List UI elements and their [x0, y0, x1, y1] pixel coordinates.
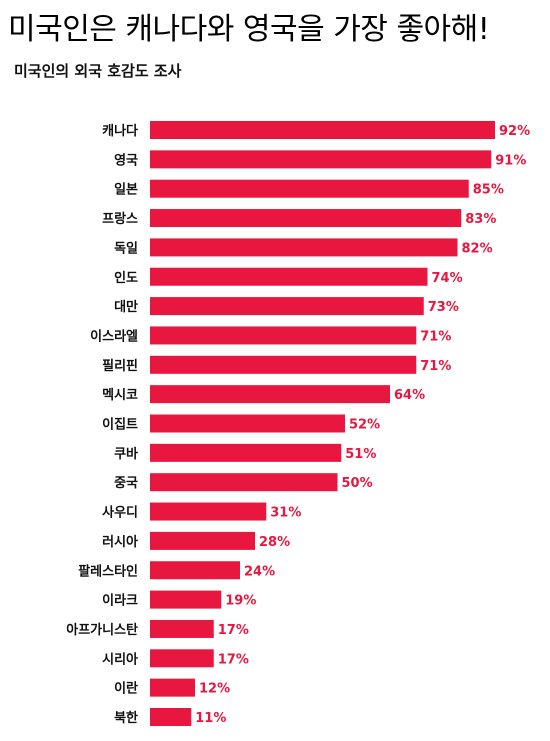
- category-label: 사우디: [102, 505, 138, 521]
- bar: [150, 209, 462, 228]
- value-label: 74%: [432, 271, 463, 286]
- bar: [150, 297, 424, 316]
- value-label: 17%: [218, 623, 249, 638]
- bar: [150, 414, 345, 433]
- bar: [150, 267, 428, 286]
- category-label: 팔레스타인: [78, 563, 138, 579]
- category-label: 영국: [114, 153, 138, 168]
- value-label: 71%: [420, 329, 451, 344]
- bar: [150, 385, 390, 404]
- bar: [150, 326, 417, 345]
- category-label: 이란: [114, 681, 138, 697]
- category-label: 멕시코: [102, 387, 138, 403]
- value-label: 73%: [428, 300, 459, 315]
- value-label: 64%: [394, 388, 425, 403]
- category-label: 프랑스: [102, 212, 138, 227]
- value-label: 92%: [499, 124, 530, 139]
- value-label: 31%: [270, 506, 301, 521]
- bar: [150, 502, 267, 521]
- bar: [150, 649, 214, 668]
- category-label: 아프가니스탄: [66, 622, 138, 638]
- value-label: 19%: [225, 594, 256, 609]
- category-label: 독일: [114, 241, 138, 256]
- bar: [150, 238, 458, 257]
- category-label: 이스라엘: [90, 328, 138, 344]
- bar: [150, 473, 338, 492]
- bar: [150, 678, 195, 697]
- category-label: 쿠바: [114, 446, 138, 462]
- value-label: 50%: [342, 476, 373, 491]
- bar: [150, 355, 417, 374]
- category-label: 북한: [114, 710, 138, 726]
- category-label: 러시아: [102, 534, 138, 550]
- bar: [150, 531, 255, 550]
- category-label: 중국: [114, 476, 138, 491]
- bar: [150, 590, 222, 609]
- category-label: 이집트: [102, 417, 138, 433]
- value-label: 83%: [465, 212, 496, 227]
- chart-title: 미국인은 캐나다와 영국을 가장 좋아해!: [8, 12, 490, 47]
- value-label: 11%: [195, 711, 226, 726]
- category-label: 시리아: [102, 651, 138, 667]
- value-label: 52%: [349, 418, 380, 433]
- value-label: 91%: [495, 153, 526, 168]
- value-label: 28%: [259, 535, 290, 550]
- category-label: 대만: [114, 299, 138, 315]
- category-label: 캐나다: [102, 123, 138, 139]
- bar: [150, 619, 214, 638]
- bar: [150, 708, 192, 726]
- bar: [150, 150, 492, 169]
- category-label: 필리핀: [102, 358, 138, 374]
- value-label: 85%: [473, 183, 504, 198]
- value-label: 24%: [244, 564, 275, 579]
- value-label: 12%: [199, 682, 230, 697]
- bar: [150, 121, 495, 139]
- category-label: 일본: [114, 183, 138, 198]
- value-label: 71%: [420, 359, 451, 374]
- value-label: 17%: [218, 652, 249, 667]
- category-label: 이라크: [102, 593, 138, 609]
- bar: [150, 561, 240, 580]
- bar: [150, 443, 342, 462]
- value-label: 51%: [345, 447, 376, 462]
- value-label: 82%: [462, 241, 493, 256]
- bar: [150, 179, 469, 198]
- chart-subtitle: 미국인의 외국 호감도 조사: [14, 62, 182, 80]
- category-label: 인도: [114, 270, 138, 286]
